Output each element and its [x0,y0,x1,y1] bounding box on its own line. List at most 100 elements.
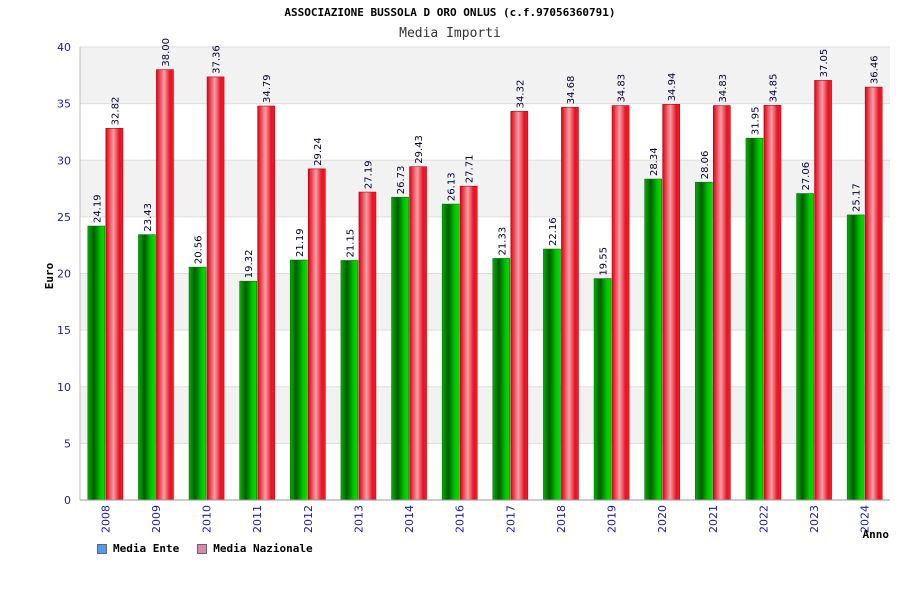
data-label: 27.19 [363,160,374,189]
x-tick-label: 2011 [251,505,264,533]
x-tick-label: 2022 [757,505,770,533]
bar-media-nazionale [662,104,680,501]
data-labels: 24.19 32.82 23.43 38.00 20.56 37.36 19.32 34.79… [92,38,880,278]
x-tick-label: 2014 [403,505,416,533]
x-tick-label: 2020 [656,505,669,533]
y-tick-labels: 0 5 10 15 20 25 30 35 40 [57,41,71,507]
data-label: 19.32 [244,250,255,279]
bar-media-nazionale [257,105,275,501]
y-tick-label: 35 [57,98,71,111]
bar-media-nazionale [611,105,630,501]
data-label: 29.24 [313,137,324,166]
bar-media-ente [340,260,359,501]
y-tick-label: 30 [57,154,71,167]
x-tick-label: 2008 [99,505,112,533]
bar-media-ente [239,280,257,501]
y-tick-label: 0 [64,494,71,507]
data-label: 22.16 [548,217,559,246]
data-label: 26.13 [447,172,458,201]
data-label: 37.05 [819,49,830,78]
bar-media-ente [138,234,156,501]
legend-swatch-nazionale [197,543,208,554]
legend-label-ente: Media Ente [113,542,180,555]
data-label: 37.36 [212,45,223,74]
data-label: 34.94 [667,73,678,102]
y-tick-label: 20 [57,268,71,281]
data-label: 29.43 [414,135,425,164]
bar-media-ente [188,266,207,501]
data-label: 27.06 [801,162,812,191]
bar-media-ente [796,193,814,501]
y-tick-label: 5 [64,437,71,450]
data-label: 34.79 [262,74,273,103]
bar-media-nazionale [713,105,731,501]
x-tick-label: 2019 [606,505,619,533]
bars [87,69,883,501]
chart-title: ASSOCIAZIONE BUSSOLA D ORO ONLUS (c.f.97… [284,6,615,19]
bar-media-ente [846,214,865,501]
data-label: 21.19 [295,228,306,257]
data-label: 28.34 [649,147,660,176]
legend-label-nazionale: Media Nazionale [213,542,313,555]
data-label: 38.00 [161,38,172,67]
data-label: 24.19 [92,194,103,223]
bar-media-ente [492,258,511,501]
data-label: 36.46 [870,55,881,84]
y-tick-label: 25 [57,211,71,224]
y-tick-label: 15 [57,324,71,337]
bar-media-nazionale [763,105,782,501]
bar-media-nazionale [105,128,124,501]
data-label: 26.73 [396,166,407,195]
y-axis-label: Euro [43,262,56,289]
data-label: 21.15 [345,229,356,258]
bar-media-ente [87,225,106,501]
data-label: 21.33 [497,227,508,256]
x-tick-label: 2016 [454,505,467,533]
data-label: 23.43 [143,203,154,232]
bar-media-ente [290,259,308,501]
data-label: 20.56 [194,236,205,265]
data-label: 34.83 [617,74,628,103]
bar-media-nazionale [561,106,579,501]
x-tick-label: 2021 [707,505,720,533]
bar-media-nazionale [459,185,478,501]
bar-media-ente [593,278,612,501]
bar-media-nazionale [308,168,326,501]
data-label: 31.95 [750,107,761,136]
data-label: 28.06 [700,151,711,180]
x-tick-label: 2009 [150,505,163,533]
bar-media-ente [644,178,662,501]
data-label: 34.68 [566,76,577,105]
bar-media-nazionale [814,80,832,501]
bar-media-ente [695,181,713,501]
bar-media-ente [745,137,764,501]
legend-item-ente: Media Ente [97,542,179,555]
data-label: 19.55 [599,247,610,276]
data-label: 25.17 [852,183,863,212]
x-tick-label: 2024 [859,505,872,533]
data-label: 27.71 [465,155,476,184]
data-label: 34.85 [768,74,779,103]
data-label: 34.83 [718,74,729,103]
chart-subtitle: Media Importi [399,26,501,41]
x-tick-label: 2010 [201,505,214,533]
legend: Media Ente Media Nazionale [97,542,313,555]
bar-media-nazionale [206,76,225,501]
bar-media-nazionale [510,111,529,501]
bar-media-ente [543,248,561,501]
bar-media-nazionale [409,166,427,501]
x-tick-label: 2013 [352,505,365,533]
bar-media-ente [441,203,460,501]
y-tick-label: 10 [57,381,71,394]
y-tick-label: 40 [57,41,71,54]
legend-item-nazionale: Media Nazionale [197,542,313,555]
bar-media-nazionale [864,86,883,501]
bar-media-nazionale [358,191,377,501]
x-tick-label: 2017 [504,505,517,533]
data-label: 32.82 [110,97,121,126]
x-tick-label: 2018 [555,505,568,533]
bar-media-nazionale [156,69,174,501]
x-axis-label: Anno [863,528,890,541]
x-tick-label: 2012 [302,505,315,533]
